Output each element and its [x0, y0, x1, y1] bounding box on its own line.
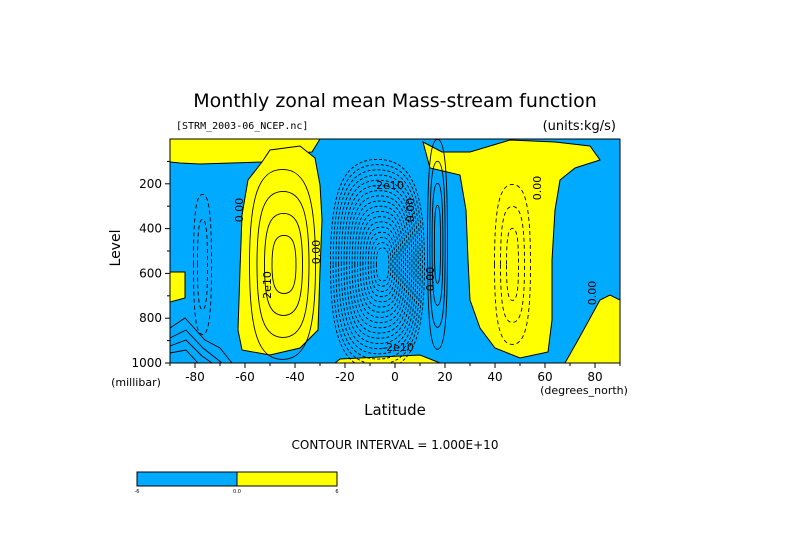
- polar-yellow-fill: [170, 271, 186, 303]
- plot-area: [170, 139, 620, 363]
- contour-label-4: -2e10: [372, 179, 404, 192]
- x-tick-label: -80: [185, 370, 205, 384]
- hadley-contour-line: [346, 190, 413, 339]
- ferrel-contour-line: [249, 168, 316, 360]
- hadley-contour-line: [365, 226, 398, 303]
- colorbar-label-min: -6: [135, 489, 140, 495]
- ferrel-contour-line: [256, 190, 310, 338]
- x-tick-label: -20: [335, 370, 355, 384]
- y-tick-label: 1000: [131, 356, 162, 370]
- contour-label-2: 0.00: [310, 240, 323, 265]
- units-label: (units:kg/s): [543, 119, 616, 134]
- colorbar-positive: [237, 472, 337, 486]
- summer-hadley-contour-line: [429, 160, 446, 328]
- hadley-contour-line: [330, 158, 425, 363]
- antarctic-contours: [170, 317, 233, 363]
- hadley-contour-line: [367, 231, 396, 298]
- hadley-contour-line: [343, 184, 415, 344]
- polar-contour-line: [197, 218, 208, 310]
- hadley-contour-line: [348, 195, 411, 334]
- y-tick-label: 400: [139, 222, 162, 236]
- hadley-contour-line: [332, 164, 423, 363]
- winter-hadley-contours: [330, 158, 425, 363]
- x-tick-label: -40: [285, 370, 305, 384]
- upper-yellow-band: [170, 139, 321, 165]
- northern-polar-yellow-fill: [564, 294, 620, 363]
- hadley-contour-line: [354, 205, 407, 324]
- summer-hadley-cell-fill: [422, 139, 601, 359]
- x-tick-label: 80: [587, 370, 602, 384]
- hadley-contour-line: [357, 210, 404, 318]
- ferrel-contour-line: [271, 234, 297, 294]
- southern-polar-contours: [193, 193, 212, 335]
- x-tick-label: 60: [537, 370, 552, 384]
- x-tick-label: 40: [487, 370, 502, 384]
- hadley-contour-line: [359, 216, 402, 313]
- y-tick-label: 600: [139, 266, 162, 280]
- hadley-contour-line: [370, 236, 394, 292]
- x-tick-label: 20: [437, 370, 452, 384]
- y-tick-label: 800: [139, 311, 162, 325]
- hadley-contour-line: [335, 169, 421, 360]
- y-unit-label: (millibar): [111, 376, 161, 389]
- hadley-contour-line: [362, 221, 400, 308]
- contour-label-8: 0.00: [404, 198, 417, 223]
- contour-label-5: 0.00: [424, 267, 437, 292]
- x-unit-label: (degrees_north): [540, 384, 628, 397]
- hadley-contour-line: [338, 174, 419, 355]
- chart-title: Monthly zonal mean Mass-stream function: [193, 90, 597, 112]
- hadley-contour-line: [373, 242, 392, 287]
- colorbar: -6 0.0 6: [135, 471, 339, 495]
- summer-hadley-contours: [427, 139, 448, 350]
- hadley-contour-line: [340, 179, 417, 350]
- contour-label-9: -2e10: [382, 341, 414, 354]
- summer-hadley-contour-line: [427, 139, 448, 350]
- colorbar-label-max: 6: [335, 489, 338, 495]
- x-axis: -80 -60 -40 -20 0 20 40 60 80: [169, 363, 621, 384]
- hadley-contour-line: [351, 200, 409, 329]
- y-tick-label: 200: [139, 177, 162, 191]
- y-axis-title: Level: [108, 230, 124, 267]
- contour-label-3: 2e10: [261, 271, 274, 299]
- hadley-contour-line: [375, 247, 390, 282]
- contour-labels: 0.00 0.00 2e10 -2e10 0.00 0.00 0.00 0.00…: [233, 176, 599, 354]
- x-tick-label: 0: [391, 370, 399, 384]
- file-label: [STRM_2003-06_NCEP.nc]: [176, 121, 308, 132]
- y-axis: 200 400 600 800 1000: [131, 160, 170, 370]
- ferrel-contour-line: [264, 212, 303, 316]
- contour-label-1: 0.00: [233, 198, 246, 223]
- summer-hadley-contour-line: [433, 204, 442, 284]
- ferrel-contours: [249, 168, 316, 360]
- colorbar-negative: [137, 472, 237, 486]
- polar-contour-line: [193, 193, 212, 335]
- summer-hadley-contour-line: [431, 182, 444, 306]
- contour-label-6: 0.00: [531, 176, 544, 201]
- contour-label-7: 0.00: [586, 281, 599, 306]
- contour-interval-label: CONTOUR INTERVAL = 1.000E+10: [292, 438, 499, 452]
- x-axis-title: Latitude: [364, 401, 426, 419]
- colorbar-label-mid: 0.0: [233, 489, 241, 495]
- x-tick-label: -60: [235, 370, 255, 384]
